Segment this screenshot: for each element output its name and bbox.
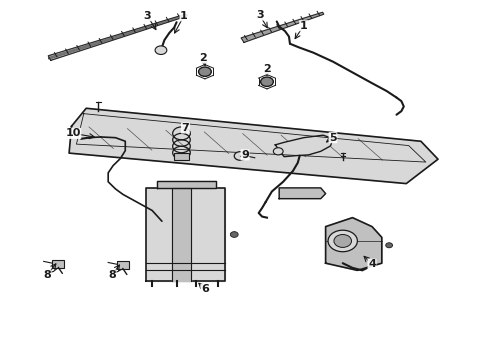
Circle shape — [386, 243, 392, 248]
Text: 2: 2 — [199, 53, 207, 63]
Bar — [117, 261, 129, 269]
Text: 3: 3 — [256, 10, 264, 20]
Text: 8: 8 — [43, 270, 51, 280]
Polygon shape — [147, 188, 225, 281]
Text: 6: 6 — [201, 284, 209, 294]
Text: 10: 10 — [65, 129, 81, 138]
Circle shape — [273, 148, 283, 155]
Text: 8: 8 — [108, 270, 116, 280]
Text: 5: 5 — [329, 133, 337, 143]
Text: 2: 2 — [263, 64, 271, 74]
Bar — [173, 153, 189, 160]
Circle shape — [198, 67, 211, 76]
Text: 7: 7 — [181, 123, 189, 133]
Circle shape — [328, 230, 357, 252]
Circle shape — [155, 46, 167, 54]
Polygon shape — [157, 181, 216, 188]
Text: 1: 1 — [300, 21, 308, 31]
Circle shape — [261, 77, 273, 86]
Circle shape — [334, 234, 351, 247]
Polygon shape — [69, 108, 438, 184]
Circle shape — [234, 152, 246, 160]
Circle shape — [230, 231, 238, 237]
Polygon shape — [48, 14, 187, 60]
Text: 3: 3 — [144, 11, 151, 21]
Text: 4: 4 — [368, 259, 376, 269]
Bar — [52, 260, 64, 267]
Polygon shape — [326, 218, 382, 270]
Polygon shape — [172, 188, 191, 281]
Text: 9: 9 — [241, 150, 249, 160]
Polygon shape — [279, 188, 326, 199]
Polygon shape — [241, 12, 324, 42]
Text: 1: 1 — [180, 11, 188, 21]
Polygon shape — [275, 135, 333, 157]
